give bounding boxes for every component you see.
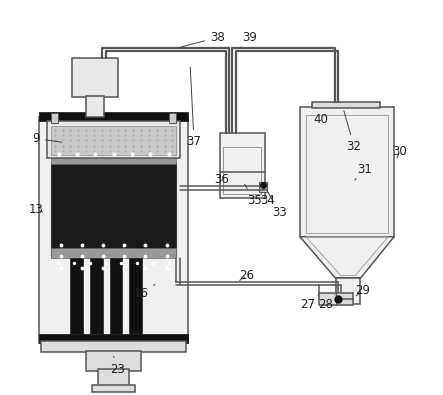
Bar — [319, 293, 353, 305]
Bar — [169, 113, 176, 123]
Bar — [51, 162, 176, 256]
Bar — [110, 258, 122, 334]
Text: 33: 33 — [266, 189, 287, 219]
Text: 37: 37 — [187, 67, 202, 148]
Text: 38: 38 — [181, 31, 225, 47]
Text: 29: 29 — [355, 284, 370, 297]
Text: 35: 35 — [245, 184, 262, 207]
Bar — [306, 115, 388, 233]
Bar — [92, 385, 135, 392]
Bar — [259, 182, 267, 192]
Text: 34: 34 — [260, 186, 275, 207]
Bar — [312, 102, 381, 108]
Text: 32: 32 — [344, 111, 361, 153]
Bar — [98, 369, 129, 387]
Bar — [220, 133, 264, 198]
Bar — [73, 58, 117, 98]
Bar — [39, 113, 188, 121]
Bar — [41, 340, 186, 352]
Text: 27: 27 — [300, 295, 319, 311]
Bar — [51, 126, 176, 155]
Bar — [129, 258, 142, 334]
Bar — [223, 147, 261, 194]
Bar — [86, 351, 141, 371]
Text: 30: 30 — [392, 145, 407, 158]
Text: 16: 16 — [134, 284, 155, 300]
Polygon shape — [300, 237, 394, 278]
Bar — [86, 96, 104, 117]
Bar — [39, 334, 188, 342]
Text: 13: 13 — [29, 203, 44, 216]
Text: 9: 9 — [33, 132, 62, 145]
Text: 40: 40 — [313, 108, 328, 126]
Text: 26: 26 — [240, 269, 254, 282]
Bar — [51, 248, 176, 258]
Bar — [47, 121, 180, 158]
Bar — [90, 258, 103, 334]
Bar — [300, 107, 394, 237]
Bar — [70, 258, 83, 334]
Text: 28: 28 — [318, 295, 335, 311]
Bar — [51, 154, 176, 164]
Text: 31: 31 — [355, 163, 372, 180]
Bar — [51, 113, 58, 123]
Text: 39: 39 — [240, 31, 257, 48]
Text: 36: 36 — [214, 173, 229, 186]
Bar — [39, 117, 188, 342]
Text: 23: 23 — [110, 356, 125, 376]
Bar — [336, 278, 360, 304]
